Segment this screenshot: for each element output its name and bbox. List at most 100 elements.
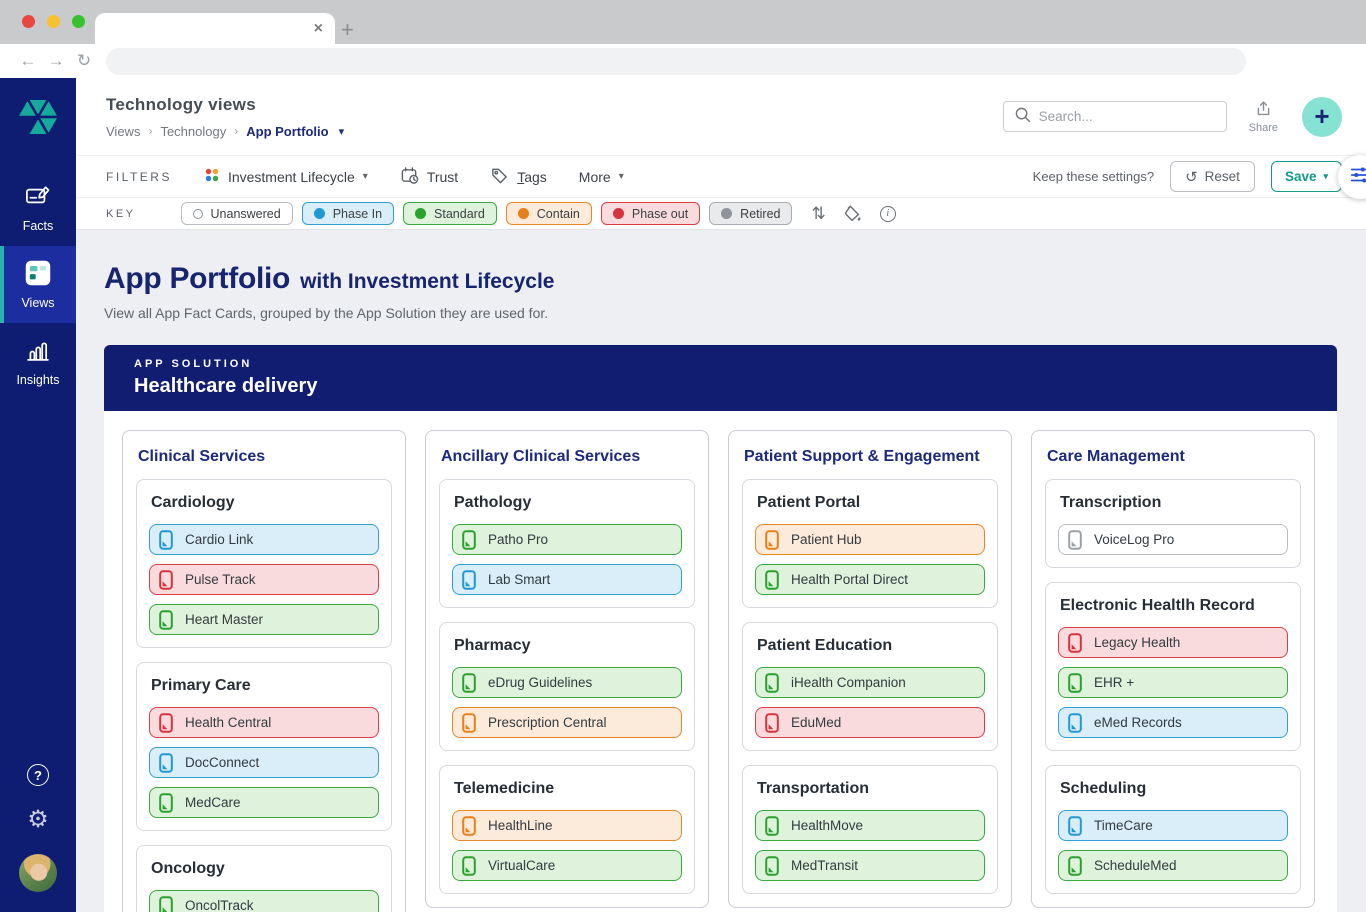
capability-title: Transcription [1060,494,1162,511]
sidebar-item-insights[interactable]: Insights [0,323,76,400]
reload-icon[interactable]: ↻ [76,51,92,70]
back-icon[interactable]: ← [19,51,37,70]
app-name: Patho Pro [488,532,549,547]
app-chip[interactable]: MedTransit [755,850,985,881]
legend-pill[interactable]: Phase In [301,202,395,225]
share-label: Share [1248,121,1278,134]
chevron-down-icon: ▾ [618,171,624,182]
legend-pill[interactable]: Contain [505,202,592,225]
view-settings-button[interactable] [1338,155,1366,199]
gear-icon[interactable]: ⚙ [27,806,49,833]
filter-trust[interactable]: Trust [400,166,458,188]
capability-title: Scheduling [1060,780,1147,797]
minimize-window-button[interactable] [47,15,60,28]
maximize-window-button[interactable] [72,15,85,28]
app-chip[interactable]: Patient Hub [755,524,985,555]
close-tab-icon[interactable]: × [313,19,323,37]
search-box[interactable] [1002,101,1227,132]
app-name: MedCare [185,795,241,810]
app-chip[interactable]: HealthLine [452,810,682,841]
breadcrumb-app-portfolio[interactable]: App Portfolio [246,123,329,139]
app-chip[interactable]: Legacy Health [1058,627,1288,658]
app-chip[interactable]: Health Central [149,707,379,738]
breadcrumb-technology[interactable]: Technology [160,123,227,139]
capability-title: Cardiology [151,494,235,511]
help-icon[interactable]: ? [27,764,49,786]
app-chip[interactable]: HealthMove [755,810,985,841]
address-bar[interactable] [106,47,1246,75]
legend-pill[interactable]: Standard [403,202,497,225]
app-chip[interactable]: DocConnect [149,747,379,778]
app-chip[interactable]: Prescription Central [452,707,682,738]
new-tab-button[interactable]: + [341,17,354,42]
sidebar-item-label: Facts [22,219,54,233]
app-chip[interactable]: VoiceLog Pro [1058,524,1288,555]
search-input[interactable] [1038,109,1216,124]
app-chip[interactable]: OncolTrack [149,890,379,912]
filters-label: FILTERS [106,169,172,184]
app-card-icon [462,569,476,590]
app-chip[interactable]: eDrug Guidelines [452,667,682,698]
capability-group: Pharmacy eDrug Guidelines Prescription C… [439,622,695,751]
filter-more[interactable]: More ▾ [579,169,624,185]
reset-icon: ↺ [1185,168,1198,186]
sidebar-item-facts[interactable]: Facts [0,169,76,246]
app-chip[interactable]: VirtualCare [452,850,682,881]
status-dot [192,208,203,219]
app-chip[interactable]: MedCare [149,787,379,818]
user-avatar[interactable] [19,854,57,892]
legend-pill[interactable]: Unanswered [180,202,293,225]
capability-title: Pathology [454,494,532,511]
save-button[interactable]: Save ▾ [1270,161,1342,192]
chevron-down-icon[interactable]: ▾ [338,125,345,138]
app-name: Legacy Health [1094,635,1181,650]
sort-icon[interactable]: ⇅ [811,203,826,223]
app-card-icon [462,529,476,550]
browser-tab[interactable]: × [95,13,335,44]
close-window-button[interactable] [22,15,35,28]
legend-label: Retired [740,206,781,221]
app-chip[interactable]: eMed Records [1058,707,1288,738]
app-card-icon [765,712,779,733]
views-icon [24,259,52,290]
app-solution-banner: APP SOLUTION Healthcare delivery [104,345,1337,411]
status-dot [313,208,325,219]
key-bar: KEY Unanswered Phase In Standard Contain… [76,197,1366,230]
search-icon [1014,106,1031,128]
app-chip[interactable]: iHealth Companion [755,667,985,698]
lifecycle-dots-icon [204,167,220,186]
capability-group: Telemedicine HealthLine VirtualCare [439,765,695,894]
app-chip[interactable]: Pulse Track [149,564,379,595]
reset-button[interactable]: ↺ Reset [1170,161,1255,192]
legend-pill[interactable]: Retired [709,202,793,225]
filter-tags[interactable]: Tags [490,166,547,188]
chevron-down-icon: ▾ [1323,171,1328,181]
legend-pill[interactable]: Phase out [600,202,701,225]
app-chip[interactable]: TimeCare [1058,810,1288,841]
sidebar-item-views[interactable]: Views [0,246,76,323]
app-chip[interactable]: Heart Master [149,604,379,635]
breadcrumb-views[interactable]: Views [106,123,141,139]
app-chip[interactable]: Cardio Link [149,524,379,555]
share-icon [1254,100,1273,120]
app-chip[interactable]: EduMed [755,707,985,738]
app-chip[interactable]: Patho Pro [452,524,682,555]
app-chip[interactable]: Lab Smart [452,564,682,595]
app-card-icon [765,569,779,590]
app-chip[interactable]: EHR + [1058,667,1288,698]
app-chip[interactable]: ScheduleMed [1058,850,1288,881]
info-icon[interactable]: i [879,205,896,222]
paint-bucket-icon[interactable] [843,204,863,224]
column-title: Ancillary Clinical Services [441,448,641,465]
app-card-icon [1068,815,1082,836]
app-sidebar: Facts Views Insi [0,78,76,912]
add-button[interactable]: + [1302,96,1342,137]
app-chip[interactable]: Health Portal Direct [755,564,985,595]
filter-investment-lifecycle[interactable]: Investment Lifecycle ▾ [204,167,368,186]
app-name: Patient Hub [791,532,862,547]
solution-column: Patient Support & Engagement Patient Por… [728,430,1012,908]
forward-icon[interactable]: → [47,51,65,70]
share-button[interactable]: Share [1249,100,1278,134]
capability-group: Oncology OncolTrack [136,845,392,912]
legend-label: Unanswered [210,206,281,221]
